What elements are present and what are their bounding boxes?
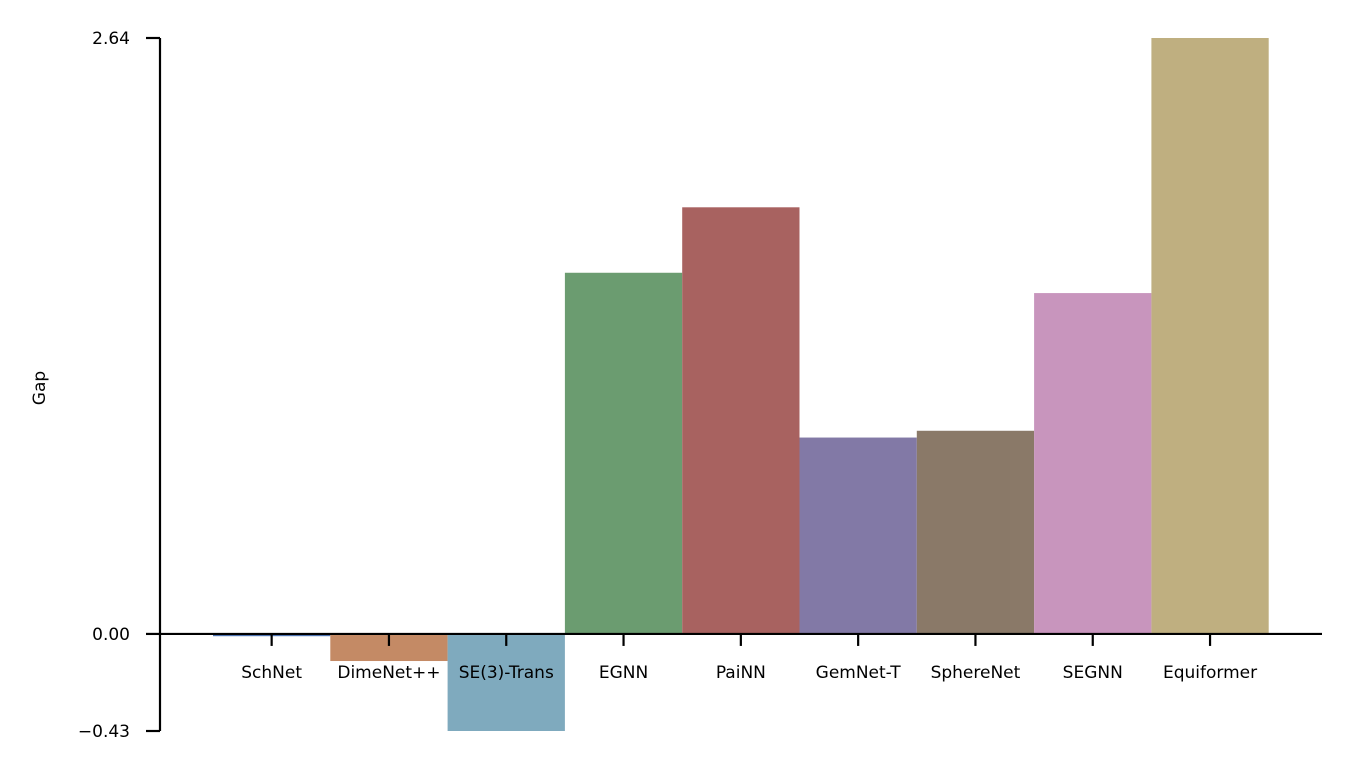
x-tick-label: SE(3)-Trans xyxy=(459,663,554,683)
bar-se-3-trans xyxy=(447,633,565,731)
bar-spherenet xyxy=(916,430,1035,634)
x-ticks-group: SchNet DimeNet++ SE(3)-Trans EGNN PaiNN GemNe… xyxy=(241,633,1257,683)
x-tick-label: SEGNN xyxy=(1063,663,1123,683)
y-tick-label: 0.00 xyxy=(92,625,130,645)
bar-segnn xyxy=(1034,293,1152,634)
x-tick-label: Equiformer xyxy=(1163,663,1257,683)
x-tick-label: DimeNet++ xyxy=(337,663,440,683)
x-tick-label: GemNet-T xyxy=(816,663,902,683)
bars-group xyxy=(213,38,1269,731)
y-tick-label: 2.64 xyxy=(92,29,130,49)
y-ticks-group: −0.43 0.00 2.64 xyxy=(78,29,160,742)
x-tick-label: SphereNet xyxy=(931,663,1021,683)
x-tick-label: EGNN xyxy=(599,663,648,683)
bar-gemnet-t xyxy=(799,437,917,634)
bar-painn xyxy=(682,207,800,634)
y-tick-label: −0.43 xyxy=(78,722,130,742)
x-tick-label: PaiNN xyxy=(716,663,766,683)
x-tick-label: SchNet xyxy=(241,663,302,683)
y-axis-label: Gap xyxy=(30,371,50,405)
bar-equiformer xyxy=(1151,38,1269,634)
bar-egnn xyxy=(564,272,683,634)
